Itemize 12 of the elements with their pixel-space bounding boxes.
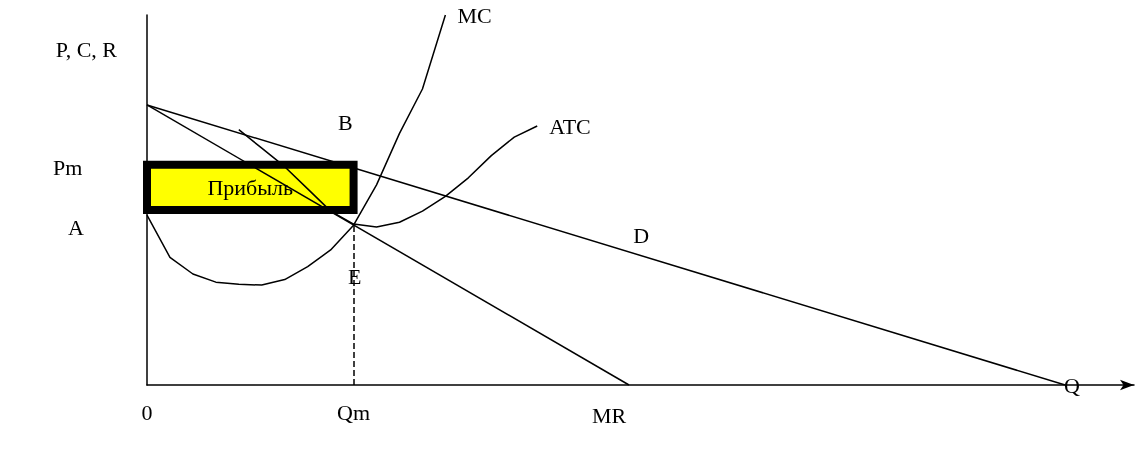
band-label: Прибыль — [207, 174, 294, 200]
series-label: ATC — [549, 113, 591, 139]
y-axis-title: P, C, R — [55, 36, 118, 62]
x-tick-label: 0 — [141, 399, 153, 425]
text: A — [68, 214, 84, 240]
x-tick-label: Qm — [337, 399, 371, 425]
series-label: MR — [592, 402, 627, 428]
series-label: D — [633, 222, 650, 248]
annotation: E — [348, 263, 362, 289]
text: Pm — [53, 154, 83, 180]
series-label: MC — [457, 2, 492, 28]
annotation: B — [338, 109, 353, 135]
